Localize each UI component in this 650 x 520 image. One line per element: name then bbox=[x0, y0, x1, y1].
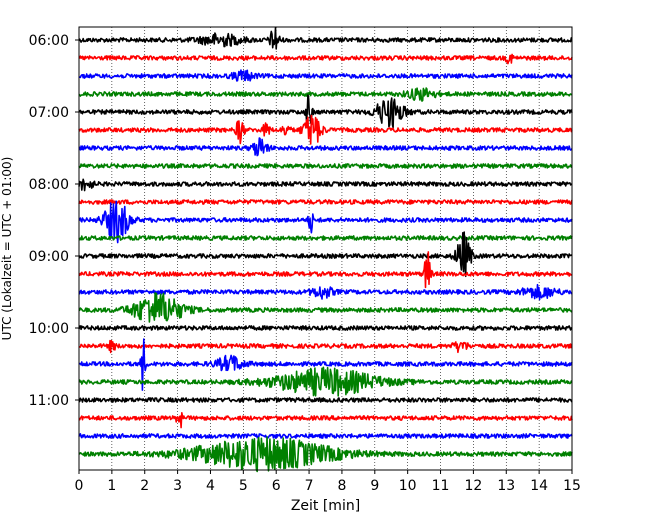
x-tick-label: 2 bbox=[140, 478, 149, 494]
x-tick-label: 8 bbox=[337, 478, 346, 494]
x-tick-label: 11 bbox=[432, 478, 450, 494]
x-tick-label: 14 bbox=[530, 478, 548, 494]
trace-line bbox=[78, 338, 573, 391]
trace-line bbox=[78, 27, 573, 50]
trace-line bbox=[78, 69, 573, 82]
trace-line bbox=[78, 412, 573, 429]
grid-lines bbox=[111, 27, 540, 470]
x-tick-label: 13 bbox=[497, 478, 515, 494]
x-tick-label: 9 bbox=[370, 478, 379, 494]
trace-line bbox=[78, 163, 573, 169]
trace-line bbox=[78, 231, 573, 278]
plot-frame bbox=[78, 26, 573, 471]
trace-line bbox=[78, 251, 573, 289]
x-tick-label: 1 bbox=[107, 478, 116, 494]
y-tick-label: 07:00 bbox=[29, 105, 69, 121]
x-tick-label: 6 bbox=[272, 478, 281, 494]
x-tick-label: 5 bbox=[239, 478, 248, 494]
trace-line bbox=[78, 137, 573, 157]
y-axis-ticks: 06:00 07:00 08:00 09:00 10:00 11:00 bbox=[29, 33, 79, 409]
trace-line bbox=[78, 200, 573, 244]
x-tick-label: 12 bbox=[464, 478, 482, 494]
trace-lines bbox=[78, 27, 573, 473]
x-axis-ticks: 0 1 2 3 4 5 6 7 8 9 10 11 12 13 14 15 bbox=[75, 470, 581, 494]
trace-line bbox=[78, 436, 573, 473]
x-tick-label: 4 bbox=[206, 478, 215, 494]
x-axis-label: Zeit [min] bbox=[291, 498, 360, 514]
x-tick-label: 0 bbox=[75, 478, 84, 494]
trace-line bbox=[78, 94, 573, 129]
trace-line bbox=[78, 53, 573, 65]
trace-line bbox=[78, 397, 573, 403]
x-tick-label: 3 bbox=[173, 478, 182, 494]
trace-line bbox=[78, 114, 573, 145]
x-tick-label: 10 bbox=[399, 478, 417, 494]
y-tick-label: 09:00 bbox=[29, 249, 69, 265]
x-tick-label: 15 bbox=[563, 478, 581, 494]
trace-line bbox=[78, 283, 573, 301]
y-tick-label: 10:00 bbox=[29, 321, 69, 337]
trace-line bbox=[78, 178, 573, 192]
y-tick-label: 06:00 bbox=[29, 33, 69, 49]
trace-line bbox=[78, 339, 573, 354]
y-axis-label: UTC (Lokalzeit = UTC + 01:00) bbox=[0, 157, 14, 341]
trace-line bbox=[78, 366, 573, 397]
trace-line bbox=[78, 235, 573, 241]
x-tick-label: 7 bbox=[305, 478, 314, 494]
trace-line bbox=[78, 433, 573, 439]
trace-line bbox=[78, 292, 573, 323]
trace-line bbox=[78, 325, 573, 331]
y-tick-label: 11:00 bbox=[29, 393, 69, 409]
trace-line bbox=[78, 199, 573, 205]
y-tick-label: 08:00 bbox=[29, 177, 69, 193]
trace-line bbox=[78, 87, 573, 102]
